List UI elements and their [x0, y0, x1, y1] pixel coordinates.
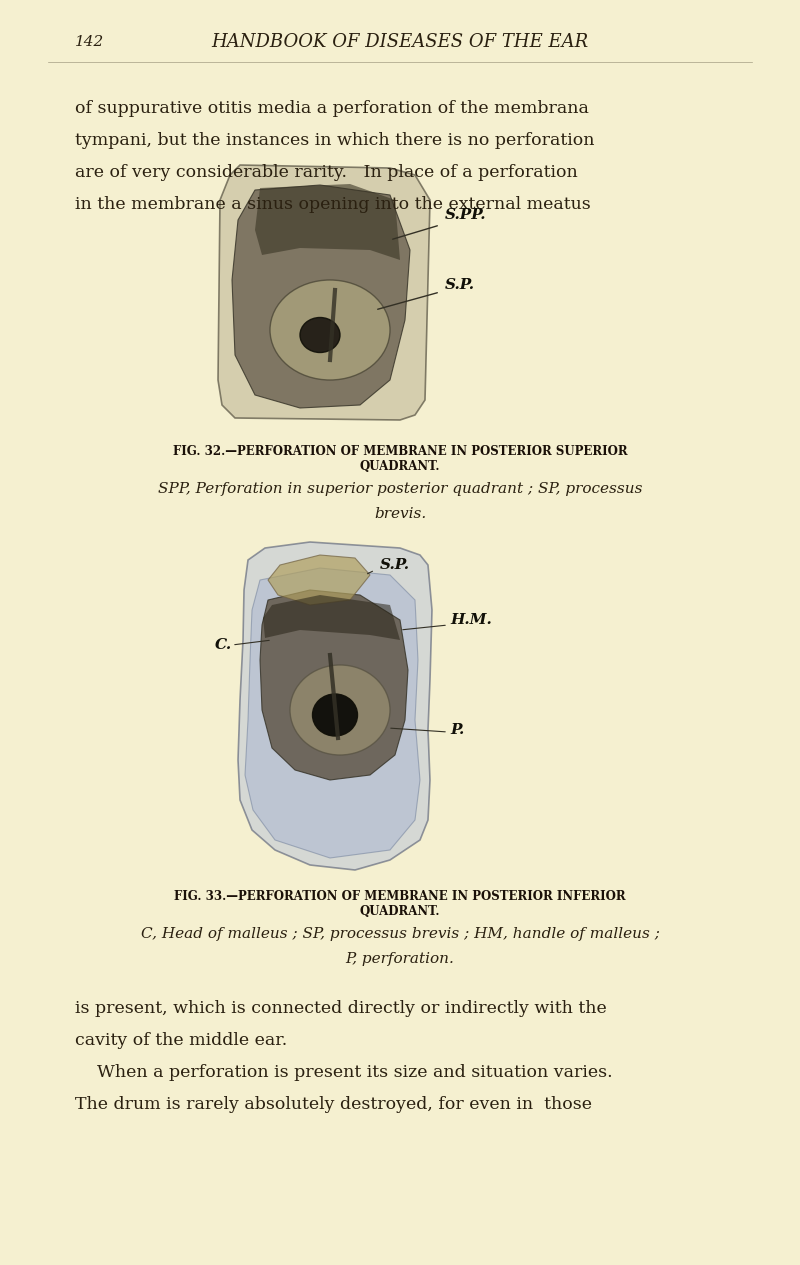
Text: The drum is rarely absolutely destroyed, for even in  those: The drum is rarely absolutely destroyed,… [75, 1095, 592, 1113]
Text: of suppurative otitis media a perforation of the membrana: of suppurative otitis media a perforatio… [75, 100, 589, 116]
Text: When a perforation is present its size and situation varies.: When a perforation is present its size a… [75, 1064, 613, 1082]
Text: SPP, Perforation in superior posterior quadrant ; SP, processus: SPP, Perforation in superior posterior q… [158, 482, 642, 496]
Text: HANDBOOK OF DISEASES OF THE EAR: HANDBOOK OF DISEASES OF THE EAR [211, 33, 589, 51]
Polygon shape [263, 595, 400, 640]
Text: tympani, but the instances in which there is no perforation: tympani, but the instances in which ther… [75, 132, 594, 149]
Polygon shape [238, 541, 432, 870]
Text: QUADRANT.: QUADRANT. [360, 460, 440, 473]
Text: 142: 142 [75, 35, 104, 49]
Polygon shape [268, 555, 370, 605]
Text: QUADRANT.: QUADRANT. [360, 904, 440, 918]
Text: FIG. 33.—PERFORATION OF MEMBRANE IN POSTERIOR INFERIOR: FIG. 33.—PERFORATION OF MEMBRANE IN POST… [174, 891, 626, 903]
Polygon shape [255, 183, 400, 261]
Text: in the membrane a sinus opening into the external meatus: in the membrane a sinus opening into the… [75, 196, 590, 213]
Text: FIG. 32.—PERFORATION OF MEMBRANE IN POSTERIOR SUPERIOR: FIG. 32.—PERFORATION OF MEMBRANE IN POST… [173, 445, 627, 458]
Text: are of very considerable rarity.   In place of a perforation: are of very considerable rarity. In plac… [75, 164, 578, 181]
Polygon shape [232, 185, 410, 409]
Polygon shape [260, 589, 408, 781]
Ellipse shape [290, 665, 390, 755]
Ellipse shape [313, 694, 358, 736]
Text: S.P.: S.P. [445, 278, 475, 292]
Text: C, Head of malleus ; SP, processus brevis ; HM, handle of malleus ;: C, Head of malleus ; SP, processus brevi… [141, 927, 659, 941]
Text: S.P.: S.P. [380, 558, 410, 572]
Text: is present, which is connected directly or indirectly with the: is present, which is connected directly … [75, 1001, 606, 1017]
Polygon shape [218, 164, 430, 420]
Text: cavity of the middle ear.: cavity of the middle ear. [75, 1032, 287, 1049]
Ellipse shape [270, 280, 390, 380]
Text: H.M.: H.M. [450, 614, 492, 627]
Text: C.: C. [215, 638, 232, 651]
Text: P.: P. [450, 724, 464, 737]
Polygon shape [245, 568, 420, 858]
Text: brevis.: brevis. [374, 507, 426, 521]
Text: S.PP.: S.PP. [445, 207, 486, 221]
Ellipse shape [300, 318, 340, 353]
Text: P, perforation.: P, perforation. [346, 953, 454, 966]
